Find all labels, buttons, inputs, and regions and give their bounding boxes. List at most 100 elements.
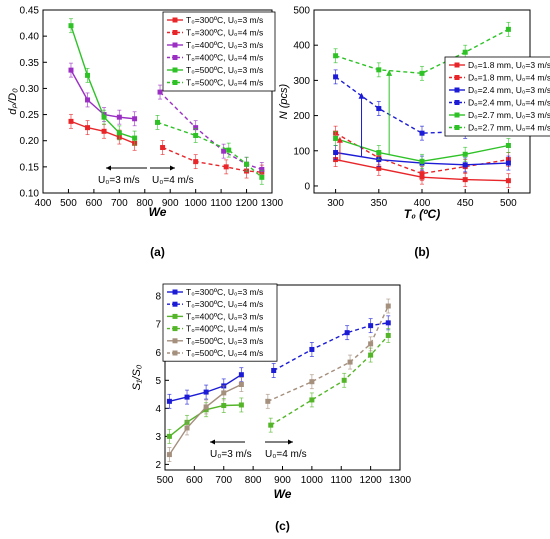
data-point [193,159,199,165]
annotation-arrowhead [358,92,365,99]
x-tick-label: 1000 [301,475,324,486]
x-tick-label: 900 [162,198,179,209]
y-tick-label: 200 [293,111,310,122]
annotation-arrowhead [210,439,215,445]
legend-swatch-marker [172,67,178,73]
x-axis-label: We [149,205,167,219]
legend-label: D₀=1.8 mm, U₀=4 m/s [468,73,550,83]
x-tick-label: 1300 [261,198,284,209]
data-point [85,97,91,103]
data-point [309,346,315,352]
data-point [132,116,138,122]
legend-swatch-marker [454,112,460,118]
data-point [116,114,122,120]
panel-label: (c) [275,519,290,533]
legend-swatch-marker [172,17,178,23]
x-axis-label: We [274,487,292,501]
y-tick-label: 0.15 [20,162,40,173]
series-line [169,374,242,402]
y-tick-label: 0.35 [20,58,40,69]
series-1 [160,140,265,180]
series-line [168,383,242,455]
series-5 [265,298,391,409]
legend-box [162,283,278,362]
legend-label: T₀=500ºC, U₀=4 m/s [186,78,263,88]
chart-panel-c: 500 600 700 800 900 1000 1100 1200 1300 2 3 4 5 6 7 8 We… [131,283,412,533]
data-point [203,404,209,410]
annotation-label: U₀=4 m/s [265,449,307,460]
y-axis-label: N (pcs) [278,83,290,119]
data-point [101,128,107,134]
data-point [368,323,374,329]
plot-frame [42,9,273,194]
y-tick-label: 0.20 [20,136,40,147]
annotation-arrowhead [170,165,175,171]
legend-swatch-marker [172,55,178,60]
series-0 [68,113,138,151]
data-point [385,303,391,309]
x-tick-label: 350 [370,198,387,209]
data-point [385,320,391,326]
y-tick-label: 0.45 [20,6,40,17]
data-point [368,352,374,358]
data-point [385,332,391,338]
data-point [419,130,425,136]
annotation-label: U₀=3 m/s [210,449,252,460]
y-tick-label: 4 [155,404,161,415]
legend-label: D₀=2.7 mm, U₀=4 m/s [468,123,550,133]
legend-label: D₀=1.8 mm, U₀=3 m/s [468,60,550,70]
x-tick-label: 700 [215,475,232,486]
legend-label: T₀=300ºC, U₀=3 m/s [186,287,263,297]
x-tick-label: 1100 [330,475,352,486]
series-4 [68,18,138,146]
data-point [226,147,232,153]
data-point [85,125,91,131]
series-line [157,121,263,178]
series-3 [268,328,391,433]
legend-swatch-marker [172,289,178,295]
data-point [341,377,347,383]
y-axis-label: S₁/S₀ [131,364,143,390]
y-tick-label: 3 [155,432,161,443]
series-0 [166,367,244,409]
x-tick-label: 800 [136,198,153,209]
data-point [193,125,199,131]
legend-label: D₀=2.4 mm, U₀=4 m/s [468,98,550,108]
data-point [344,330,350,336]
legend-swatch-marker [454,125,460,130]
data-point [419,158,425,164]
data-point [419,171,425,177]
data-point [376,67,382,73]
series-line [335,28,509,75]
legend-label: T₀=300ºC, U₀=3 m/s [186,15,263,25]
legend-swatch-marker [454,100,460,105]
legend-swatch-marker [454,87,460,93]
data-point [223,164,229,170]
annotation-arrowhead [106,165,111,171]
legend-swatch-marker [172,313,178,319]
data-point [368,341,374,347]
legend-swatch-marker [172,80,178,85]
data-point [333,150,339,156]
chart-panel-b: 300 350 400 450 500 0 100 200 300 400 500 T₀ (ºC) N … [278,6,550,259]
legend-label: T₀=300ºC, U₀=4 m/s [186,28,263,38]
data-point [221,390,227,396]
legend-swatch-marker [172,301,178,307]
data-point [333,135,339,141]
data-point [160,145,166,151]
data-point [271,367,277,373]
x-tick-label: 500 [60,198,77,209]
panel-label: (a) [150,245,165,259]
y-tick-label: 0.10 [20,189,40,200]
y-tick-label: 100 [293,146,310,157]
legend-swatch-marker [454,75,460,80]
data-point [419,70,425,76]
legend-label: T₀=500ºC, U₀=3 m/s [186,336,263,346]
data-point [68,118,74,124]
data-point [184,394,190,400]
annotation-label: U₀=3 m/s [98,175,140,186]
x-tick-label: 600 [186,475,203,486]
data-point [193,132,199,138]
data-point [347,359,353,365]
